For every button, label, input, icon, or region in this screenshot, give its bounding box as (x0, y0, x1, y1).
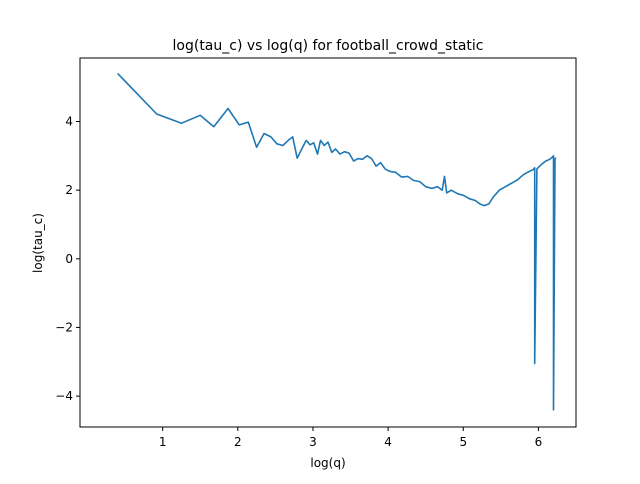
y-tick-label: 2 (65, 183, 73, 197)
y-axis-ticks: −4 −2 0 2 4 (55, 115, 80, 403)
x-tick-label: 1 (159, 435, 167, 449)
y-tick-label: 0 (65, 252, 73, 266)
x-axis-label: log(q) (310, 456, 345, 470)
plot-area (79, 57, 577, 428)
x-tick-label: 3 (309, 435, 317, 449)
y-tick-label: −2 (55, 320, 73, 334)
series-line (117, 72, 557, 411)
series-layer (117, 72, 557, 411)
y-tick-label: −4 (55, 389, 73, 403)
x-axis-ticks: 1 2 3 4 5 6 (159, 427, 542, 449)
x-tick-label: 4 (384, 435, 392, 449)
x-tick-label: 6 (535, 435, 543, 449)
y-tick-label: 4 (65, 115, 73, 129)
y-axis-label: log(tau_c) (31, 213, 45, 273)
x-tick-label: 2 (234, 435, 242, 449)
x-tick-label: 5 (459, 435, 467, 449)
chart-title: log(tau_c) vs log(q) for football_crowd_… (173, 38, 484, 54)
